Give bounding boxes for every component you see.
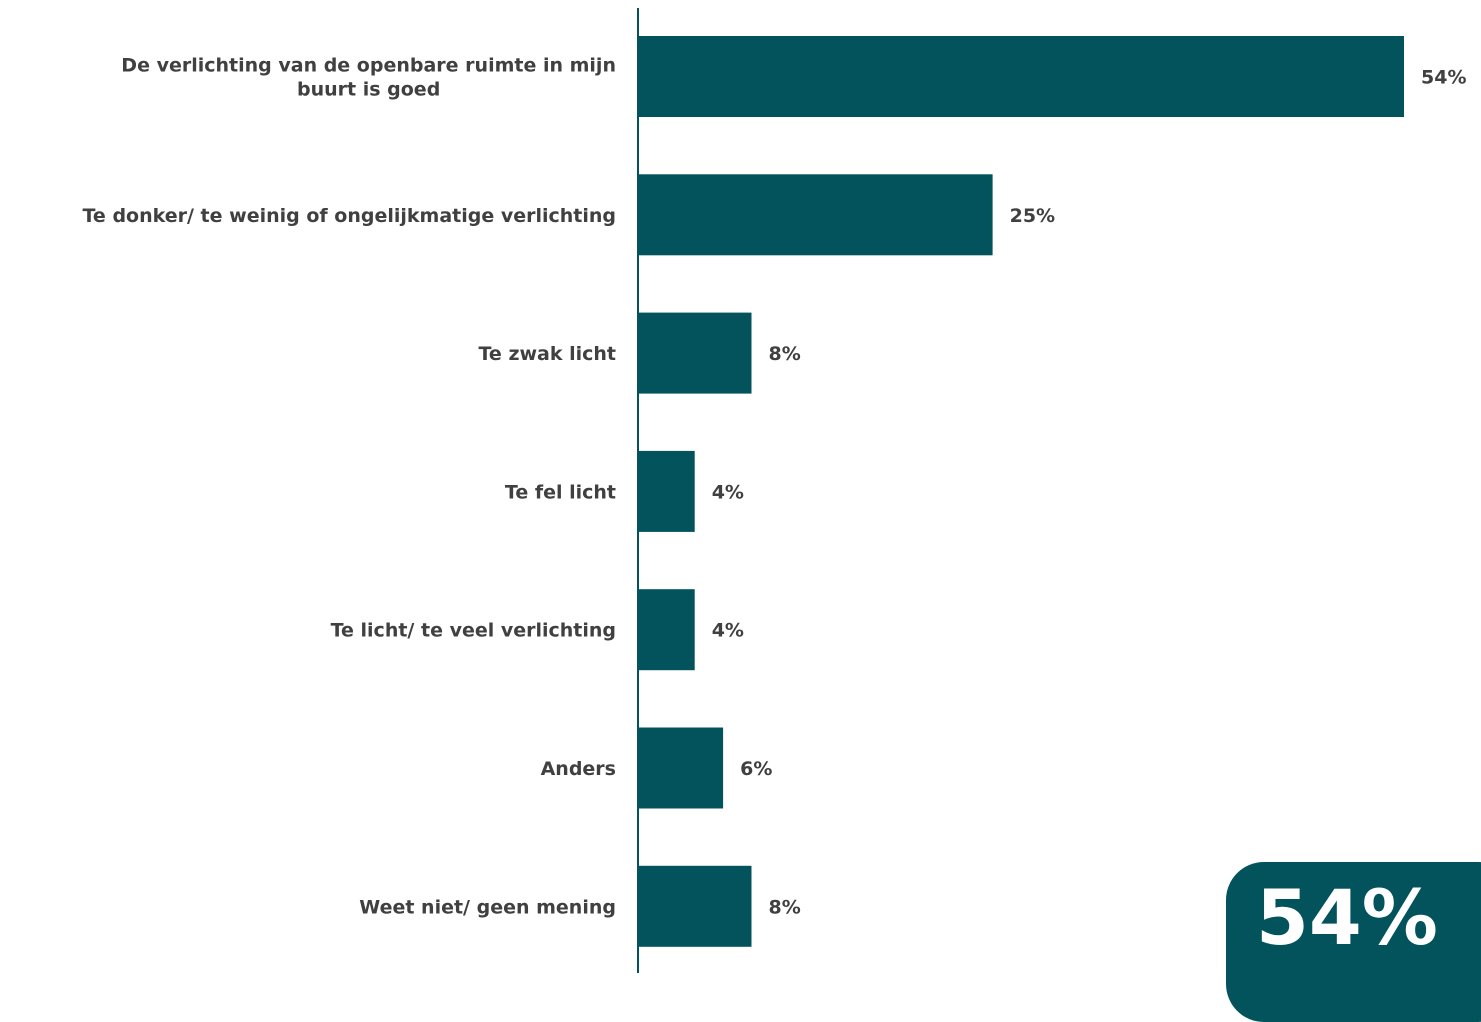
category-label-0-line-0: De verlichting van de openbare ruimte in… [121,55,616,77]
value-label-1: 25% [1010,205,1055,227]
bar-chart: 54% De verlichting van de openbare ruimte… [83,8,1467,973]
category-label-4-line-0: Te licht/ te veel verlichting [331,620,616,642]
category-label-2-line-0: Te zwak licht [479,343,617,365]
category-label-1: Te donker/ te weinig of ongelijkmatige v… [83,205,617,227]
bar-5 [638,727,724,809]
bars-layer [638,36,1404,947]
value-label-5: 6% [740,758,772,780]
category-label-0-line-1: buurt is goed [297,79,440,101]
category-label-4: Te licht/ te veel verlichting [331,620,616,642]
bar-2 [638,312,752,394]
bar-0 [638,36,1404,117]
value-label-2: 8% [769,343,801,365]
category-label-5-line-0: Anders [541,758,616,780]
category-label-5: Anders [541,758,616,780]
value-label-0: 54% [1421,67,1466,89]
labels-layer: 54% De verlichting van de openbare ruimte… [83,55,1467,919]
value-label-6: 8% [769,896,801,918]
bar-1 [638,174,993,256]
category-label-0: De verlichting van de openbare ruimte in… [121,55,616,101]
bar-6 [638,865,752,947]
value-label-4: 4% [712,620,744,642]
bar-3 [638,450,695,532]
category-label-2: Te zwak licht [479,343,617,365]
category-label-6: Weet niet/ geen mening [359,896,616,918]
highlight-value: 54% [1256,873,1438,962]
category-label-3-line-0: Te fel licht [505,481,616,503]
category-label-6-line-0: Weet niet/ geen mening [359,896,616,918]
highlight-callout: 54% [1226,862,1481,1022]
category-label-3: Te fel licht [505,481,616,503]
category-label-1-line-0: Te donker/ te weinig of ongelijkmatige v… [83,205,617,227]
bar-4 [638,589,695,671]
value-label-3: 4% [712,481,744,503]
